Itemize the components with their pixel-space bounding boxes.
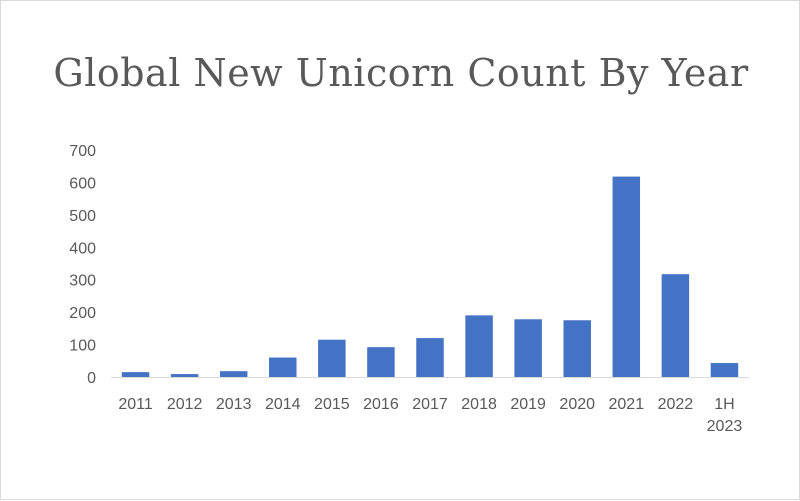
y-axis: 0 100 200 300 400 500 600 700 <box>69 143 96 387</box>
y-tick-label: 100 <box>69 338 96 355</box>
x-tick-label: 2020 <box>559 396 595 413</box>
x-tick-label: 2018 <box>461 396 497 413</box>
x-tick-label: 2017 <box>412 396 448 413</box>
bar <box>269 357 297 377</box>
chart-title: Global New Unicorn Count By Year <box>53 51 749 95</box>
x-tick-label: 1H 2023 <box>707 396 743 435</box>
bar <box>367 347 395 377</box>
y-tick-label: 600 <box>69 175 96 192</box>
bar <box>465 315 493 377</box>
x-tick-label: 2021 <box>609 396 645 413</box>
x-tick-label: 2015 <box>314 396 350 413</box>
x-axis: 2011 2012 2013 2014 2015 2016 2017 2018 2019 2020… <box>118 396 742 435</box>
bar <box>612 176 641 377</box>
x-tick-label: 2014 <box>265 396 301 413</box>
x-tick-label: 2022 <box>658 396 694 413</box>
bar <box>563 320 591 377</box>
y-tick-label: 700 <box>69 143 96 160</box>
bar <box>514 319 542 377</box>
y-tick-label: 0 <box>87 370 96 387</box>
y-tick-label: 400 <box>69 240 96 257</box>
y-tick-label: 300 <box>69 273 96 290</box>
x-tick-label: 2019 <box>510 396 546 413</box>
y-tick-label: 200 <box>69 305 96 322</box>
bar <box>170 374 199 377</box>
bar <box>710 363 739 377</box>
bar <box>661 274 690 377</box>
x-tick-label: 2013 <box>216 396 252 413</box>
x-tick-label: 2012 <box>167 396 203 413</box>
bar <box>416 338 444 377</box>
x-tick-label: 2011 <box>118 396 153 413</box>
y-tick-label: 500 <box>69 208 96 225</box>
bar <box>219 371 248 377</box>
bar <box>318 339 346 377</box>
x-tick-label: 2016 <box>363 396 399 413</box>
bar <box>121 372 150 377</box>
bars <box>121 176 739 377</box>
